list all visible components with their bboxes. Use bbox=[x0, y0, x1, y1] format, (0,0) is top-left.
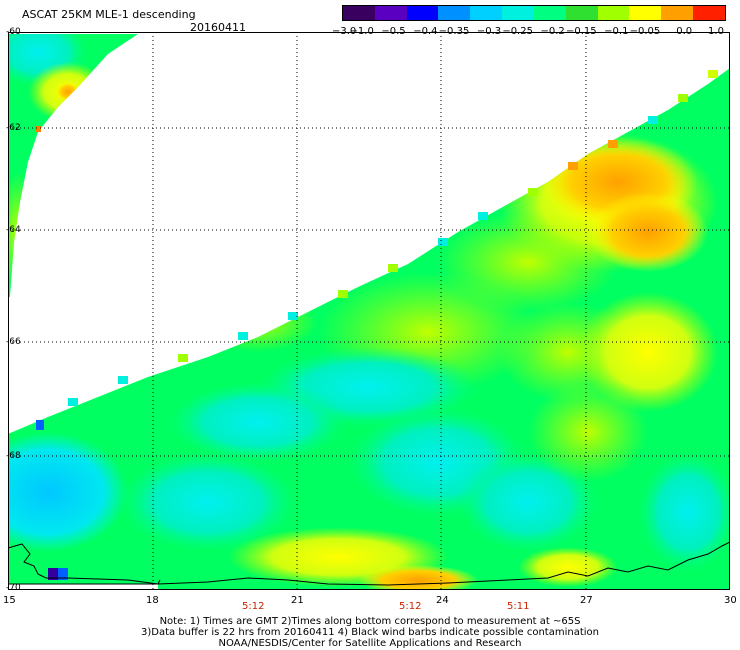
wind-swath-main bbox=[8, 68, 730, 590]
color-scale-swatch bbox=[438, 6, 471, 20]
y-axis-label: -60 bbox=[6, 27, 21, 37]
y-axis-label: -68 bbox=[6, 451, 21, 461]
x-axis-label: 27 bbox=[580, 595, 593, 606]
color-scale-swatch bbox=[406, 6, 439, 20]
color-scale-label: −1.0 bbox=[349, 26, 374, 37]
y-axis-label: -64 bbox=[6, 225, 21, 235]
y-axis-label: -66 bbox=[6, 337, 21, 347]
x-axis-label: 24 bbox=[436, 595, 449, 606]
low-value-spot bbox=[58, 568, 68, 580]
color-scale-swatch bbox=[629, 6, 662, 20]
color-scale-label: −3.0 bbox=[332, 26, 357, 37]
color-scale-label: −0.35 bbox=[438, 26, 470, 37]
color-scale-label: −0.15 bbox=[565, 26, 597, 37]
pass-time-label: 5:11 bbox=[507, 601, 530, 612]
footnote-line-1: Note: 1) Times are GMT 2)Times along bot… bbox=[159, 616, 581, 627]
color-scale-label: −0.3 bbox=[476, 26, 502, 37]
swath-edge bbox=[36, 70, 718, 430]
color-scale-swatch bbox=[343, 6, 375, 20]
low-value-spot bbox=[48, 568, 58, 580]
coastline bbox=[8, 541, 730, 586]
x-axis-label: 18 bbox=[146, 595, 159, 606]
color-scale-swatch bbox=[470, 6, 503, 20]
color-scale-label: 1.0 bbox=[708, 26, 724, 37]
footnote-line-3: NOAA/NESDIS/Center for Satellite Applica… bbox=[218, 638, 522, 649]
color-scale-label: −0.5 bbox=[381, 26, 406, 37]
footnote-line-2: 3)Data buffer is 22 hrs from 20160411 4)… bbox=[141, 627, 599, 638]
color-scale-label: −0.25 bbox=[502, 26, 533, 37]
color-scale-label: −0.2 bbox=[540, 26, 565, 37]
wind-swath-fragment bbox=[8, 34, 138, 297]
color-scale-swatch bbox=[533, 6, 566, 20]
color-scale-swatch bbox=[565, 6, 598, 20]
x-axis-label: 15 bbox=[3, 595, 16, 606]
plot-frame bbox=[8, 32, 730, 590]
map-date: 20160411 bbox=[190, 21, 246, 34]
coastline bbox=[8, 579, 161, 585]
map-plot-area bbox=[8, 32, 730, 590]
color-scale-swatch bbox=[597, 6, 630, 20]
color-scale-swatch bbox=[693, 6, 725, 20]
color-scale-swatch bbox=[661, 6, 694, 20]
color-scale-label: 0.0 bbox=[676, 26, 693, 37]
x-axis-label: 30 bbox=[724, 595, 737, 606]
y-axis-label: -62 bbox=[6, 123, 21, 133]
map-title: ASCAT 25KM MLE-1 descending bbox=[22, 8, 196, 21]
land-mask bbox=[8, 584, 158, 590]
color-scale-bar bbox=[342, 5, 726, 21]
color-scale-swatch bbox=[502, 6, 534, 20]
pass-time-label: 5:12 bbox=[399, 601, 422, 612]
color-scale-labels: −3.0 −1.0 −0.5 −0.4 −0.35 −0.3 −0.25 −0.… bbox=[332, 26, 724, 38]
gridlines bbox=[8, 32, 730, 590]
pass-time-label: 5:12 bbox=[242, 601, 265, 612]
color-scale-label: −0.4 bbox=[413, 26, 438, 37]
color-scale-swatch bbox=[374, 6, 407, 20]
color-scale-label: −0.1 bbox=[604, 26, 629, 37]
y-axis-label: -70 bbox=[6, 583, 21, 593]
x-axis-label: 21 bbox=[291, 595, 304, 606]
color-scale-label: −0.05 bbox=[629, 26, 661, 37]
